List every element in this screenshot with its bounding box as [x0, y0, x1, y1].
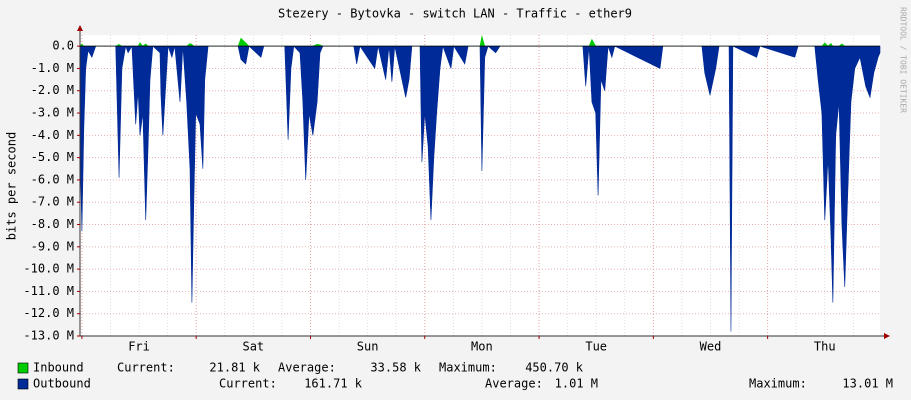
legend-stat-value: 33.58 k: [370, 361, 421, 375]
y-tick-label: -12.0 M: [23, 306, 74, 320]
legend-stat-value: 1.01 M: [555, 377, 598, 391]
x-tick-label: Wed: [700, 340, 722, 354]
legend-stat-label: Current:: [117, 361, 175, 375]
x-tick-label: Mon: [471, 340, 493, 354]
y-tick-label: -3.0 M: [31, 106, 74, 120]
y-tick-label: -10.0 M: [23, 262, 74, 276]
legend-swatch: [17, 378, 29, 390]
y-tick-label: -5.0 M: [31, 150, 74, 164]
y-tick-label: -8.0 M: [31, 217, 74, 231]
y-tick-label: -11.0 M: [23, 284, 74, 298]
legend-stat-value: 450.70 k: [525, 361, 584, 375]
legend-swatch: [17, 362, 29, 374]
legend-stat-label: Average:: [278, 361, 336, 375]
legend-stat-value: 161.71 k: [304, 377, 363, 391]
x-tick-label: Sun: [357, 340, 379, 354]
y-axis-arrow: [77, 25, 83, 31]
y-tick-label: -7.0 M: [31, 195, 74, 209]
y-tick-label: 0.0: [52, 39, 74, 53]
x-tick-label: Tue: [585, 340, 607, 354]
y-tick-label: -6.0 M: [31, 172, 74, 186]
legend-stat-label: Current:: [219, 377, 277, 391]
legend-stat-label: Maximum:: [749, 377, 807, 391]
x-tick-label: Sat: [242, 340, 264, 354]
legend-stat-label: Average:: [485, 377, 543, 391]
legend-stat-value: 21.81 k: [209, 361, 260, 375]
legend-stat-label: Maximum:: [439, 361, 497, 375]
legend-label: Inbound: [33, 361, 84, 375]
y-tick-label: -13.0 M: [23, 329, 74, 343]
x-tick-label: Fri: [128, 340, 150, 354]
legend-label: Outbound: [33, 377, 91, 391]
chart-title: Stezery - Bytovka - switch LAN - Traffic…: [278, 7, 632, 21]
legend-stat-value: 13.01 M: [842, 377, 893, 391]
area: [79, 44, 881, 332]
y-tick-label: -9.0 M: [31, 239, 74, 253]
y-axis-label: bits per second: [5, 132, 19, 240]
y-tick-label: -2.0 M: [31, 83, 74, 97]
x-axis-arrow: [884, 333, 890, 339]
y-tick-label: -4.0 M: [31, 128, 74, 142]
y-tick-label: -1.0 M: [31, 61, 74, 75]
x-tick-label: Thu: [814, 340, 836, 354]
watermark: RRDTOOL / TOBI OETIKER: [899, 7, 908, 113]
plot-area: [80, 35, 880, 336]
